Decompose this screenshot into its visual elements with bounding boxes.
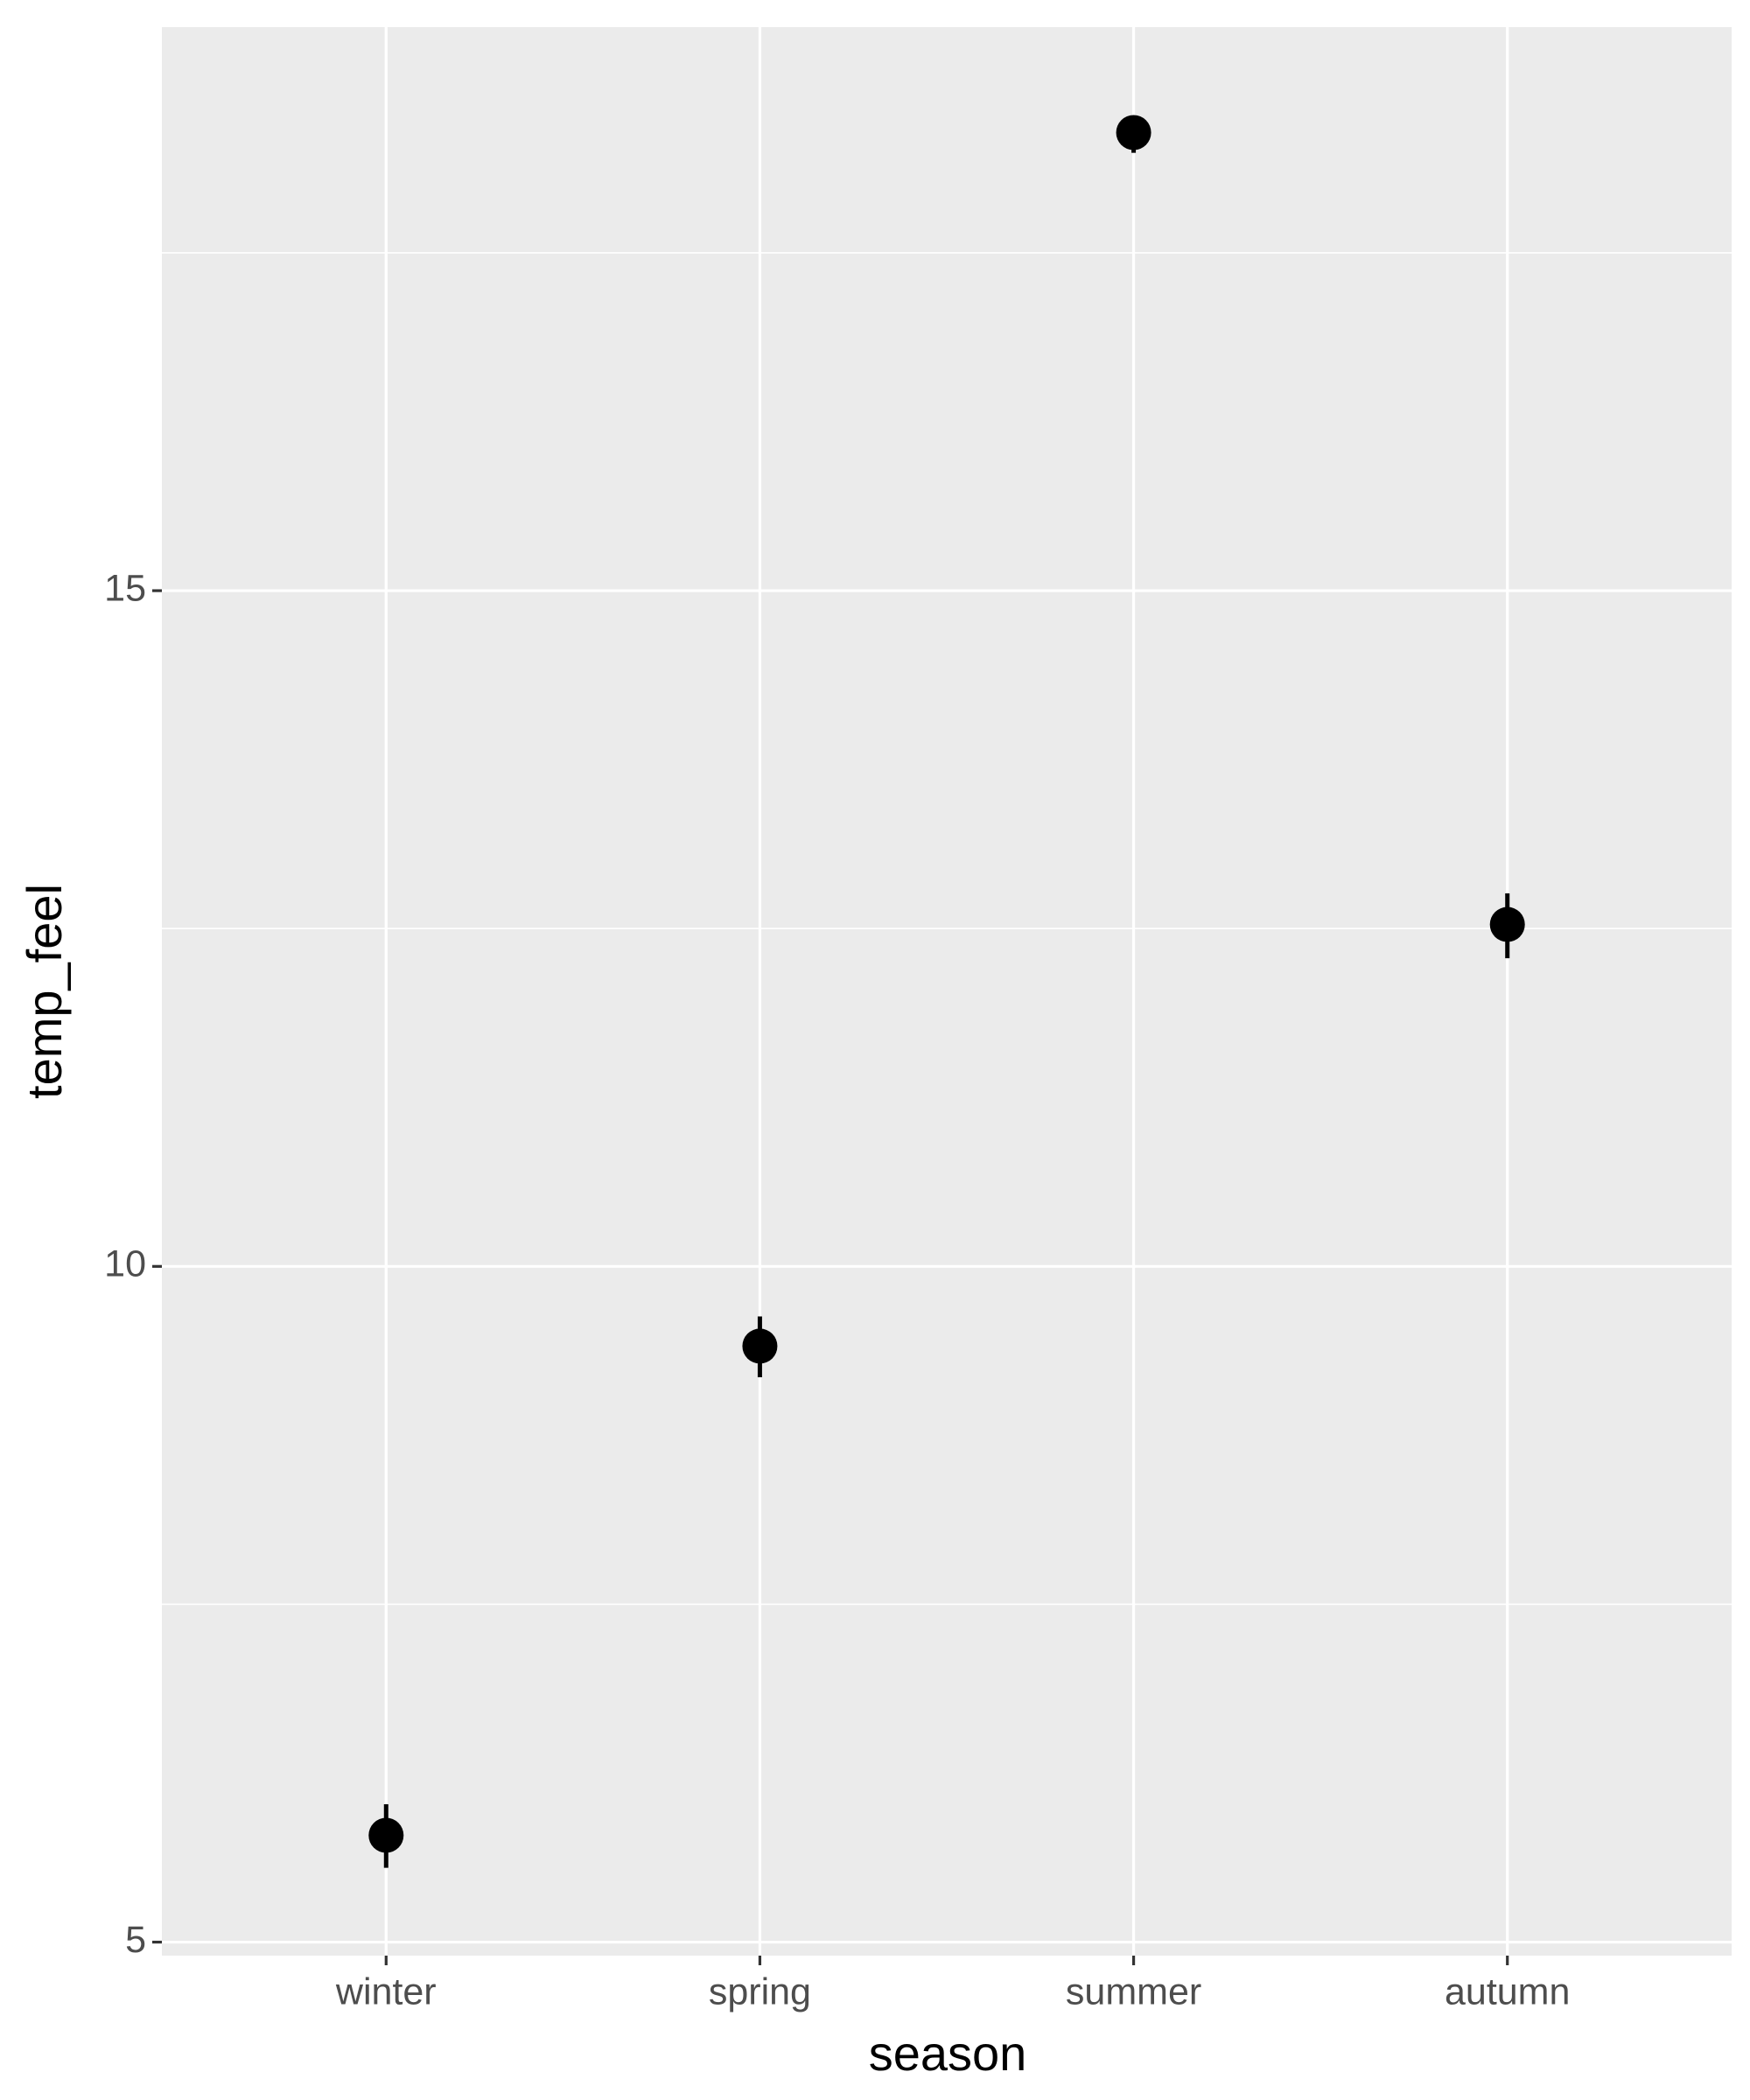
plot-panel (162, 27, 1732, 1956)
x-tick-label: summer (1066, 1970, 1201, 2012)
x-tick-label: winter (335, 1970, 437, 2012)
y-tick-label: 15 (104, 567, 146, 609)
x-tick-label: autumn (1445, 1970, 1570, 2012)
x-axis-title: season (869, 2026, 1027, 2081)
point (742, 1328, 778, 1364)
point (1489, 906, 1525, 942)
y-axis-title: temp_feel (17, 884, 72, 1099)
point (1116, 115, 1152, 150)
x-tick-label: spring (709, 1970, 811, 2012)
y-tick-label: 5 (125, 1919, 146, 1961)
point (368, 1817, 404, 1853)
y-tick-label: 10 (104, 1243, 146, 1285)
